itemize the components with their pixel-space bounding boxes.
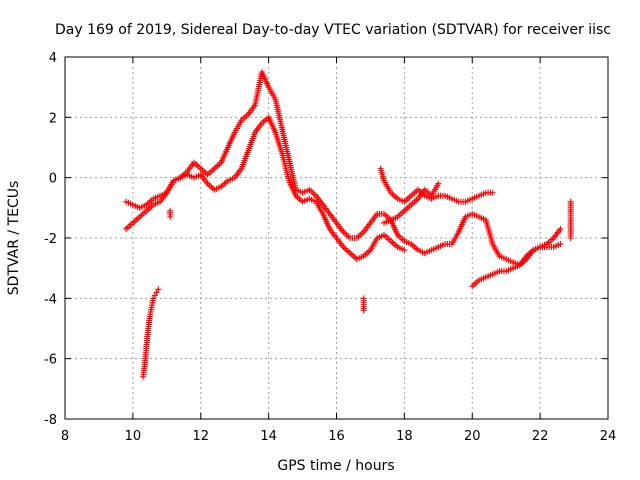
x-tick-label: 18 (396, 429, 413, 444)
x-tick-label: 16 (328, 429, 345, 444)
x-tick-label: 14 (260, 429, 277, 444)
chart-title: Day 169 of 2019, Sidereal Day-to-day VTE… (55, 22, 611, 38)
y-tick-label: 0 (49, 172, 57, 187)
y-tick-label: -8 (44, 413, 57, 428)
data-point (151, 292, 158, 299)
data-point (557, 225, 564, 232)
y-tick-label: -6 (44, 353, 57, 368)
data-point (150, 295, 157, 302)
data-points (123, 69, 574, 380)
data-point (401, 247, 408, 254)
x-tick-label: 24 (600, 429, 617, 444)
data-point (167, 213, 174, 220)
data-point (567, 235, 574, 241)
data-point (155, 286, 162, 293)
data-point (435, 180, 442, 187)
y-tick-label: 4 (49, 51, 57, 66)
data-point (489, 189, 496, 196)
x-tick-label: 10 (125, 429, 142, 444)
x-tick-label: 12 (192, 429, 209, 444)
x-tick-labels: 8 10 12 14 16 18 20 22 24 (61, 429, 616, 444)
y-tick-labels: -8 -6 -4 -2 0 2 4 (44, 51, 57, 428)
data-point (360, 307, 367, 314)
tick-marks (64, 56, 609, 420)
data-point (153, 289, 160, 296)
y-axis-title: SDTVAR / TECUs (6, 181, 22, 296)
x-tick-label: 8 (61, 429, 69, 444)
y-tick-label: 2 (49, 111, 57, 126)
y-tick-label: -2 (44, 232, 57, 247)
y-tick-label: -4 (44, 292, 57, 307)
x-tick-label: 20 (464, 429, 481, 444)
x-axis-title: GPS time / hours (277, 458, 394, 474)
data-point (557, 241, 564, 248)
x-tick-label: 22 (532, 429, 549, 444)
